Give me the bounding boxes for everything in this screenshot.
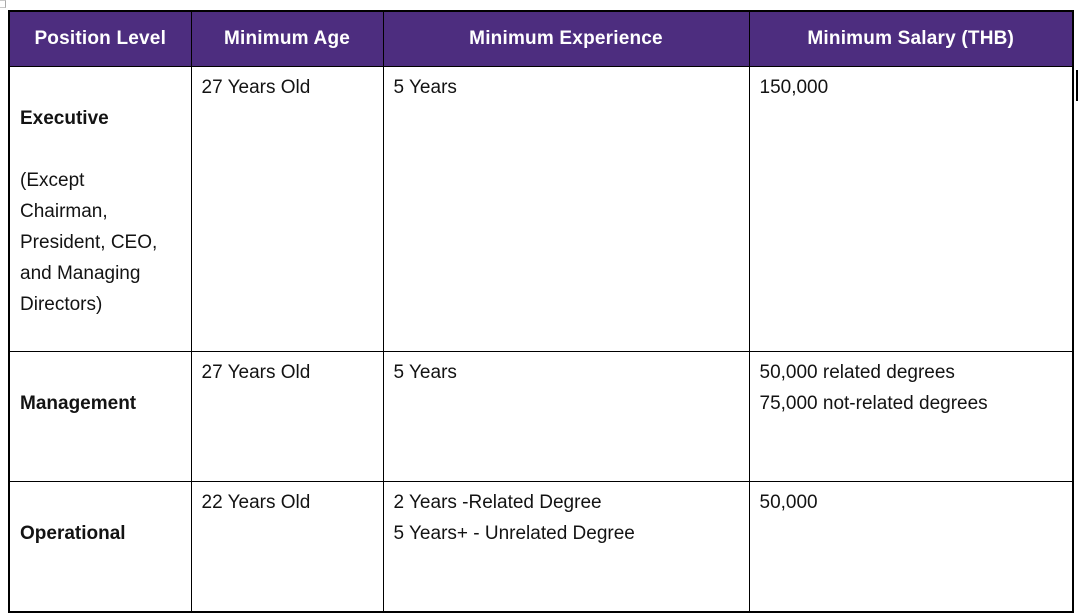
header-minimum-experience: Minimum Experience <box>382 10 750 67</box>
cell-position-level: Management <box>8 350 192 482</box>
position-level-note: (Except Chairman, President, CEO, and Ma… <box>20 169 158 315</box>
position-level-label: Operational <box>20 522 126 544</box>
text-cursor[interactable] <box>1076 70 1078 101</box>
cell-minimum-experience: 5 Years <box>382 65 750 352</box>
cell-minimum-salary: 50,000 <box>748 480 1074 612</box>
cell-minimum-age: 22 Years Old <box>190 480 384 612</box>
header-minimum-salary: Minimum Salary (THB) <box>748 10 1074 67</box>
header-minimum-age: Minimum Age <box>190 10 384 67</box>
position-level-label: Management <box>20 392 137 414</box>
cell-position-level: Executive (Except Chairman, President, C… <box>8 65 192 352</box>
cell-minimum-experience: 5 Years <box>382 350 750 482</box>
position-level-label: Executive <box>20 107 109 129</box>
cell-minimum-age: 27 Years Old <box>190 350 384 482</box>
table-row-operational: Operational 22 Years Old 2 Years -Relate… <box>8 480 1074 612</box>
table-row-executive: Executive (Except Chairman, President, C… <box>8 65 1074 352</box>
cell-minimum-experience: 2 Years -Related Degree 5 Years+ - Unrel… <box>382 480 750 612</box>
requirements-table: Position Level Minimum Age Minimum Exper… <box>8 10 1074 613</box>
table-handle-fragment <box>0 0 6 8</box>
table-header-row: Position Level Minimum Age Minimum Exper… <box>8 10 1074 67</box>
cell-minimum-salary: 50,000 related degrees 75,000 not-relate… <box>748 350 1074 482</box>
cell-minimum-salary: 150,000 <box>748 65 1074 352</box>
cell-minimum-age: 27 Years Old <box>190 65 384 352</box>
table-row-management: Management 27 Years Old 5 Years 50,000 r… <box>8 350 1074 482</box>
cell-position-level: Operational <box>8 480 192 612</box>
header-position-level: Position Level <box>8 10 192 67</box>
